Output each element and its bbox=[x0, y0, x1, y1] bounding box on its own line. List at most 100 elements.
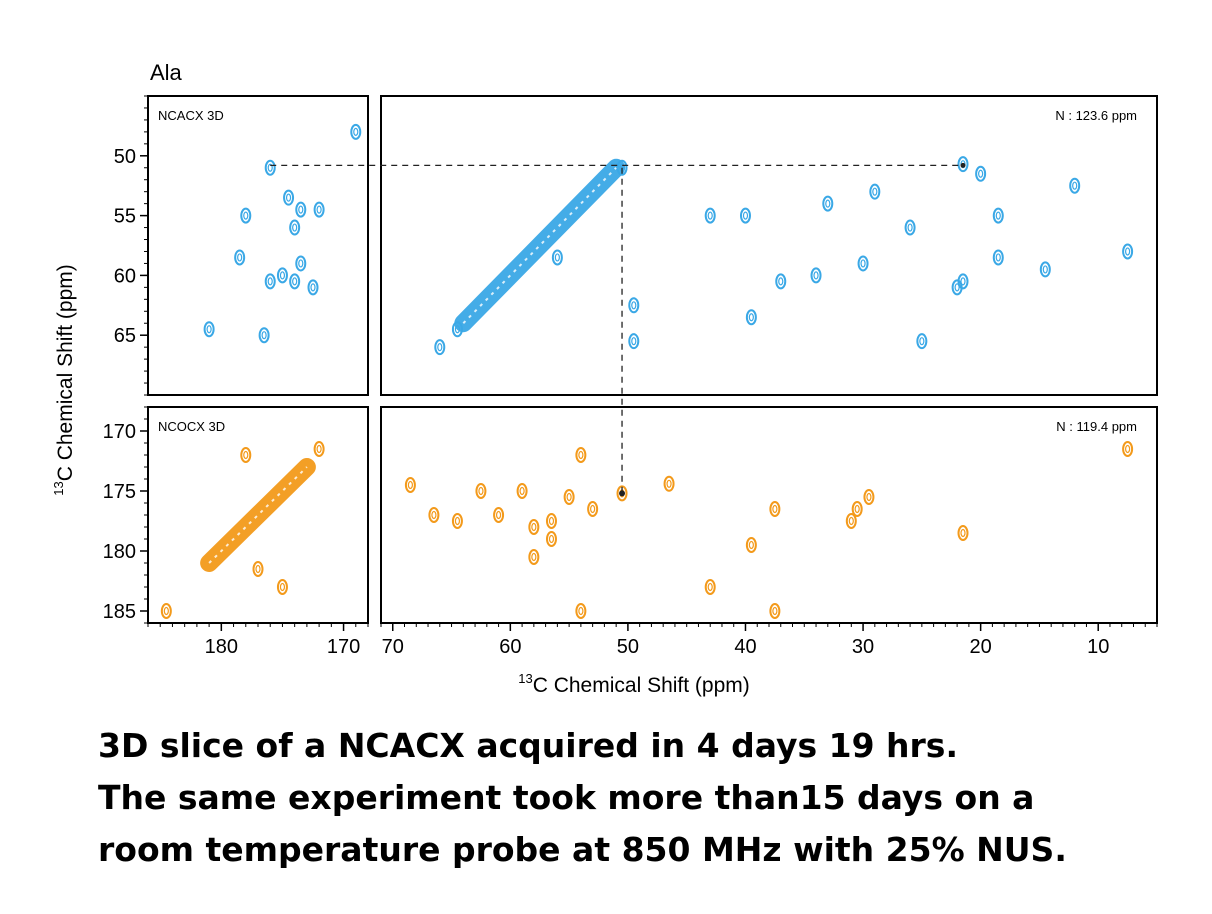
peak bbox=[975, 165, 987, 182]
peak bbox=[475, 483, 487, 499]
peak bbox=[663, 475, 675, 492]
peak-inner-contour bbox=[707, 582, 713, 592]
x-tick-label: 60 bbox=[499, 636, 521, 658]
diagonal-ridge-contour bbox=[208, 466, 308, 564]
peak bbox=[313, 201, 325, 218]
x-axis-title: 13C Chemical Shift (ppm) bbox=[518, 671, 750, 697]
peak-inner-contour bbox=[666, 479, 672, 488]
peak-inner-contour bbox=[243, 211, 249, 220]
peak-inner-contour bbox=[772, 504, 778, 514]
peak-inner-contour bbox=[531, 552, 537, 562]
peak-inner-contour bbox=[267, 277, 273, 286]
peak bbox=[289, 273, 301, 290]
peak-inner-contour bbox=[995, 211, 1001, 220]
x-axis-title-sup: 13 bbox=[518, 671, 532, 686]
x-tick-label: 40 bbox=[734, 636, 756, 658]
peak bbox=[628, 333, 640, 350]
peak-inner-contour bbox=[548, 516, 555, 526]
peak bbox=[258, 327, 270, 344]
y-tick-label: 170 bbox=[103, 421, 136, 443]
peak bbox=[234, 249, 246, 266]
peak-inner-contour bbox=[298, 205, 304, 214]
peak bbox=[739, 207, 751, 224]
peak-inner-contour bbox=[437, 343, 443, 352]
peak bbox=[434, 339, 446, 356]
peak-inner-contour bbox=[531, 522, 537, 532]
peak-inner-contour bbox=[860, 259, 866, 268]
y-tick-label: 55 bbox=[114, 206, 136, 228]
x-tick-label: 180 bbox=[205, 636, 238, 658]
peak-inner-contour bbox=[1042, 265, 1048, 274]
peak bbox=[857, 255, 869, 272]
peak-inner-contour bbox=[631, 337, 637, 346]
x-tick-label: 30 bbox=[852, 636, 874, 658]
guide-lines bbox=[270, 162, 966, 497]
peak bbox=[616, 485, 628, 502]
peak bbox=[769, 501, 781, 517]
panel-label: NCOCX 3D bbox=[158, 419, 225, 434]
peak-inner-contour bbox=[267, 163, 273, 172]
x-tick-label: 10 bbox=[1087, 636, 1109, 658]
peak-inner-contour bbox=[163, 606, 169, 616]
peak bbox=[283, 189, 295, 206]
peak bbox=[1069, 177, 1081, 194]
y-axis-title-sup: 13 bbox=[51, 481, 66, 495]
peak-inner-contour bbox=[907, 223, 913, 232]
peak bbox=[916, 333, 928, 350]
peak-inner-contour bbox=[310, 283, 316, 292]
axis-ticks: 180 170 70 60 50 40 30 20 10 50 55 60 65 170 175 180 185 bbox=[103, 95, 1158, 658]
y-tick-label: 185 bbox=[103, 601, 136, 623]
peak-inner-contour bbox=[495, 510, 502, 520]
y-tick-label: 65 bbox=[114, 325, 136, 347]
peak-inner-contour bbox=[316, 444, 322, 454]
peak bbox=[451, 513, 463, 529]
peak bbox=[957, 156, 969, 173]
peak bbox=[252, 561, 264, 577]
peak-inner-contour bbox=[292, 223, 298, 232]
peak bbox=[628, 297, 640, 314]
peak-inner-contour bbox=[292, 277, 298, 286]
peak-inner-contour bbox=[825, 199, 831, 208]
x-tick-label: 70 bbox=[382, 636, 404, 658]
peak-inner-contour bbox=[772, 606, 778, 616]
peak bbox=[769, 603, 781, 619]
y-tick-label: 175 bbox=[103, 481, 136, 503]
peak bbox=[545, 531, 557, 547]
diagonal-ridge bbox=[454, 158, 626, 333]
peak-inner-contour bbox=[960, 528, 966, 538]
peak-inner-contour bbox=[954, 283, 960, 292]
peak-inner-contour bbox=[748, 313, 754, 322]
peak bbox=[845, 513, 857, 529]
peak-inner-contour bbox=[353, 127, 359, 136]
peak bbox=[563, 489, 575, 505]
peak-inner-contour bbox=[707, 211, 713, 220]
peak-inner-contour bbox=[279, 582, 286, 592]
peak bbox=[276, 579, 288, 595]
peak-inner-contour bbox=[1125, 444, 1131, 454]
caption: 3D slice of a NCACX acquired in 4 days 1… bbox=[98, 720, 1198, 876]
peak-inner-contour bbox=[237, 253, 243, 262]
peak-inner-contour bbox=[454, 325, 461, 334]
peak bbox=[616, 159, 628, 176]
caption-line-3: room temperature probe at 850 MHz with 2… bbox=[98, 830, 1067, 869]
diagonal-ridge bbox=[200, 458, 316, 572]
peak bbox=[350, 123, 362, 140]
peak-inner-contour bbox=[298, 259, 304, 268]
peak-inner-contour bbox=[478, 486, 484, 496]
peak-inner-contour bbox=[431, 510, 437, 520]
peak-inner-contour bbox=[578, 606, 584, 616]
panel-label: N : 119.4 ppm bbox=[1056, 419, 1137, 434]
peak bbox=[493, 507, 505, 523]
peak bbox=[289, 219, 301, 236]
y-tick-label: 50 bbox=[114, 146, 136, 168]
peak-inner-contour bbox=[316, 205, 322, 214]
peak bbox=[869, 183, 881, 200]
peak bbox=[264, 159, 276, 176]
peak bbox=[575, 447, 587, 463]
peak bbox=[404, 477, 416, 493]
peak bbox=[810, 267, 822, 284]
peak-inner-contour bbox=[285, 193, 292, 202]
peak bbox=[957, 273, 969, 290]
x-tick-label: 20 bbox=[970, 636, 992, 658]
